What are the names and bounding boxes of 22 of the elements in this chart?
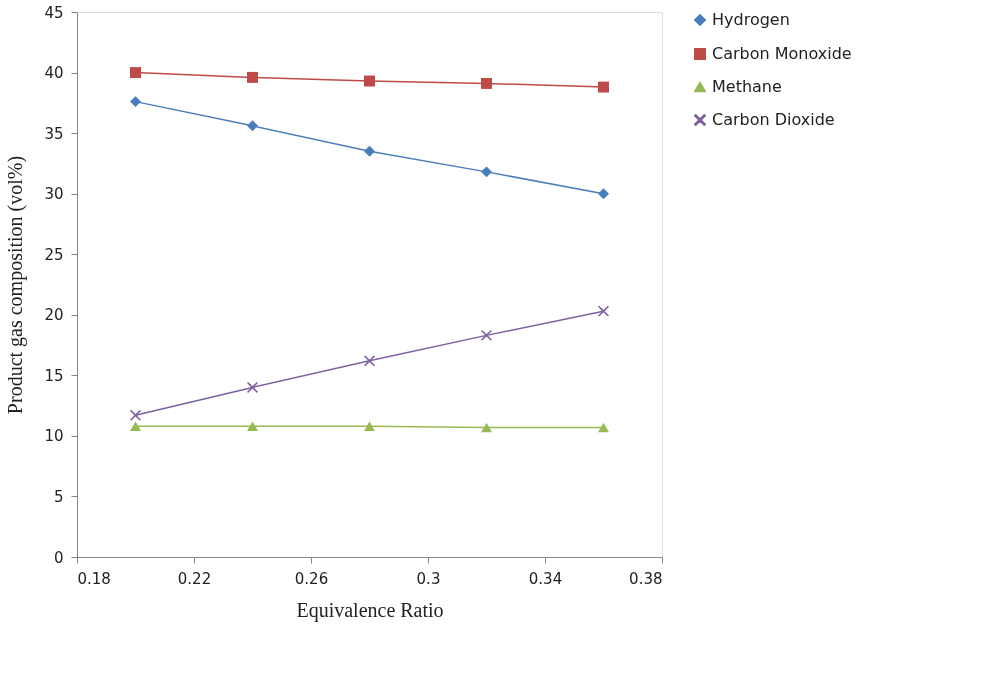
y-tick-label: 40 [44,64,64,83]
y-tick-label: 5 [53,487,64,506]
y-tick-label: 15 [44,366,64,385]
x-tick-label: 0.34 [528,569,563,588]
y-tick-label: 30 [44,185,64,204]
x-axis-title: Equivalence Ratio [296,598,444,622]
x-tick-label: 0.3 [416,569,441,588]
y-tick-label: 25 [44,245,64,264]
y-tick-label: 45 [44,3,64,22]
legend-label: Hydrogen [712,10,790,29]
y-tick-label: 20 [44,306,64,325]
y-tick-label: 0 [53,548,64,567]
x-tick-label: 0.26 [294,569,329,588]
y-tick-label: 10 [44,427,64,446]
legend-label: Carbon Dioxide [712,110,835,129]
y-tick-label: 35 [44,124,64,143]
legend-label: Carbon Monoxide [712,44,852,63]
legend-label: Methane [712,77,782,96]
x-tick-label: 0.18 [77,569,111,588]
x-tick-label: 0.38 [629,569,663,588]
y-axis-title: Product gas composition (vol%) [4,155,28,415]
x-tick-label: 0.22 [177,569,212,588]
